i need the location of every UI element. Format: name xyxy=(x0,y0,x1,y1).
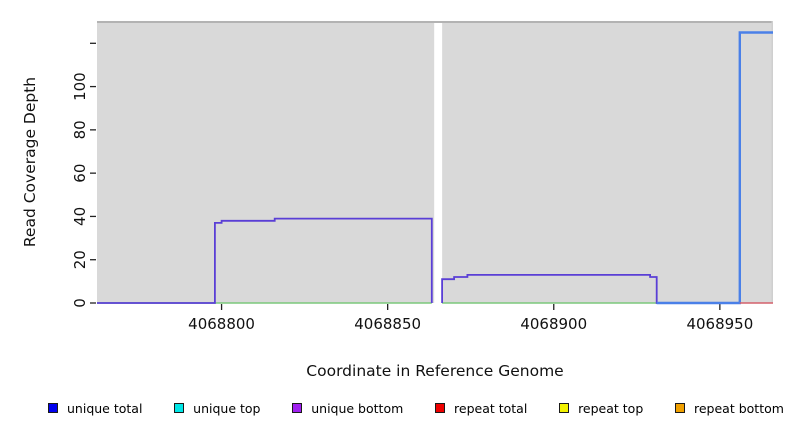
legend-item-unique-total: unique total xyxy=(48,401,142,416)
panel-top-edge xyxy=(97,21,773,23)
legend-item-unique-top: unique top xyxy=(174,401,260,416)
legend-label: repeat top xyxy=(578,400,644,416)
x-axis-tick-label: 4068900 xyxy=(520,315,587,333)
legend-swatch-repeat-top xyxy=(559,403,570,413)
legend-label: unique total xyxy=(67,400,143,416)
legend-swatch-unique-top xyxy=(174,403,185,413)
legend-label: unique bottom xyxy=(311,400,404,416)
legend-swatch-unique-total xyxy=(48,403,58,413)
legend-item-repeat-bottom: repeat bottom xyxy=(675,401,784,416)
legend-label: repeat bottom xyxy=(694,400,784,416)
y-axis-tick-label: 20 xyxy=(71,250,89,269)
x-axis-tick-label: 4068800 xyxy=(188,315,255,333)
legend-swatch-repeat-bottom xyxy=(675,403,685,413)
series-line-unique-bottom xyxy=(441,273,740,304)
series-line-unique-total xyxy=(656,31,773,305)
legend-item-repeat-total: repeat total xyxy=(435,401,527,416)
legend-label: unique top xyxy=(193,400,261,416)
legend-item-repeat-top: repeat top xyxy=(559,401,643,416)
series-line-unique-bottom xyxy=(97,217,433,304)
x-axis-tick-label: 4068950 xyxy=(686,315,753,333)
legend-item-unique-bottom: unique bottom xyxy=(292,401,403,416)
legend-swatch-unique-bottom xyxy=(292,403,303,413)
y-axis-tick-label: 100 xyxy=(71,72,89,101)
y-axis-tick-label: 60 xyxy=(71,164,89,183)
y-axis-tick-label: 40 xyxy=(71,207,89,226)
legend: unique total unique top unique bottom re… xyxy=(48,398,784,418)
coverage-gap xyxy=(434,23,443,303)
x-axis-tick-label: 4068850 xyxy=(354,315,421,333)
legend-label: repeat total xyxy=(454,400,528,416)
x-axis-title: Coordinate in Reference Genome xyxy=(306,362,563,380)
legend-swatch-repeat-total xyxy=(435,403,446,413)
y-axis-title: Read Coverage Depth xyxy=(21,77,39,247)
y-axis-tick-label: 80 xyxy=(71,120,89,139)
y-axis-tick-label: 0 xyxy=(71,298,89,308)
panel-right-edge xyxy=(771,21,773,303)
